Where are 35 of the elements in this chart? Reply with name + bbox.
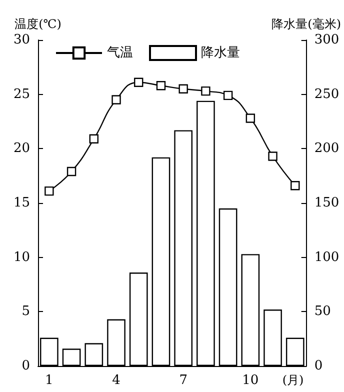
x-tick-label: 10 (242, 373, 259, 388)
y-tick-label: 0 (22, 358, 30, 374)
point (66, 166, 76, 176)
y-tick-label: 25 (13, 86, 30, 102)
x-tick-label: 1 (45, 373, 54, 388)
legend-label: 气温 (107, 46, 133, 60)
point (112, 95, 121, 104)
y2-axis-title: 降水量(毫米) (272, 17, 342, 31)
y-tick-label: 10 (13, 250, 30, 265)
y2-tick-label: 250 (314, 86, 340, 102)
y2-tick-label: 200 (314, 141, 340, 156)
x-tick-label: 7 (179, 373, 188, 388)
y-tick-label: 30 (13, 32, 30, 48)
legend-label: 降水量 (201, 46, 240, 60)
y2-tick-label: 0 (314, 358, 323, 374)
y-tick-label: 15 (13, 196, 30, 210)
y2-tick-label: 100 (314, 250, 340, 265)
y-tick-label: 5 (22, 304, 30, 320)
x-axis-title: (月) (282, 373, 304, 387)
point (268, 152, 278, 161)
point (290, 181, 300, 190)
point (178, 84, 188, 94)
point (156, 81, 166, 90)
point (89, 134, 98, 144)
y2-tick-label: 300 (314, 32, 340, 48)
y-tick-label: 20 (13, 141, 30, 156)
point (223, 90, 233, 100)
y2-tick-label: 50 (314, 304, 331, 320)
point (44, 186, 54, 196)
point (246, 114, 256, 123)
x-tick-label: 4 (112, 373, 120, 388)
y2-tick-label: 150 (314, 196, 340, 210)
y-axis-title: 温度(℃) (14, 17, 62, 31)
point (134, 78, 144, 87)
point (201, 86, 210, 96)
